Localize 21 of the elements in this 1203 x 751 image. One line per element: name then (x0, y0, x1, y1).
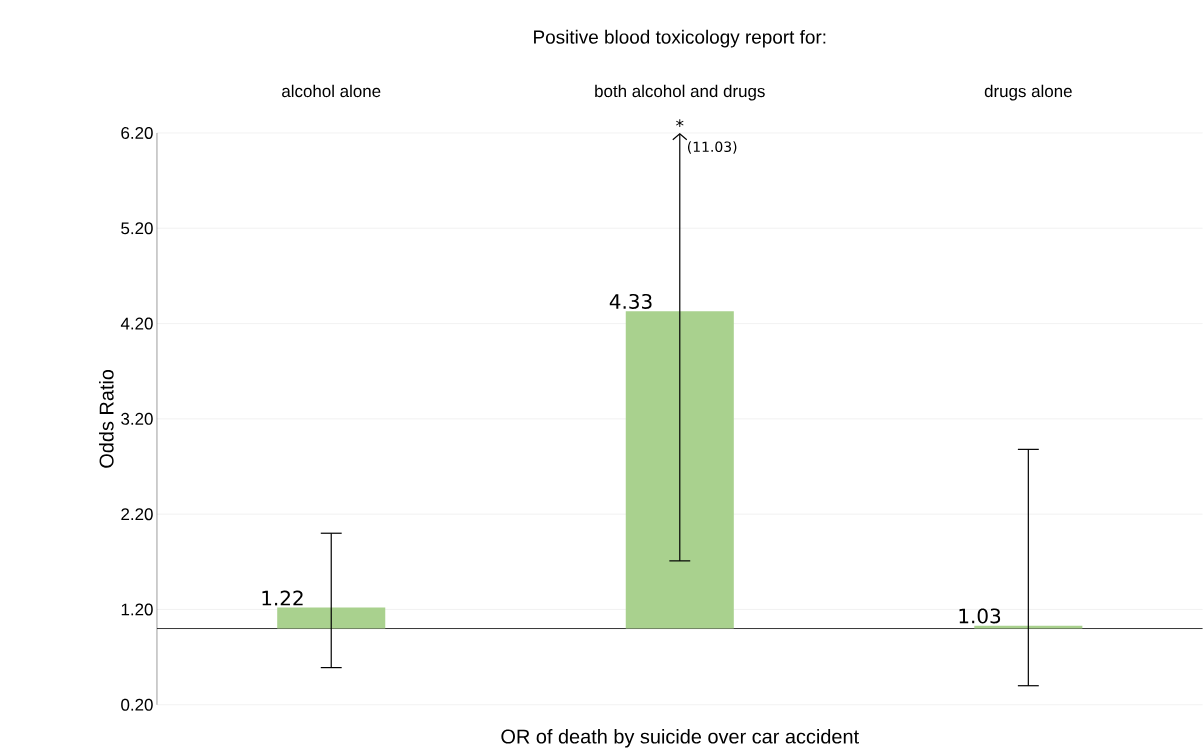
chart-title: Positive blood toxicology report for: (534, 29, 826, 48)
y-tick-label: 5.20 (121, 222, 153, 235)
bar (625, 311, 734, 629)
y-tick-label: 0.20 (121, 698, 153, 711)
y-tick-label: 4.20 (120, 317, 153, 330)
data-label: 1.22 (262, 590, 303, 606)
y-axis-title: Odds Ratio (99, 370, 114, 468)
y-tick-label: 6.20 (121, 127, 153, 140)
x-tick-label: both alcohol and drugs (595, 84, 765, 101)
text: * (676, 119, 684, 128)
x-tick-label: alcohol alone (282, 84, 381, 98)
x-tick-label: drugs alone (984, 84, 1072, 101)
x-axis-title: OR of death by suicide over car accident (501, 729, 859, 748)
y-tick-label: 3.20 (121, 412, 153, 425)
annotation: (11.03) (687, 141, 737, 154)
y-tick-label: 2.20 (121, 508, 153, 521)
y-tick-label: 1.20 (121, 603, 153, 616)
data-label: 4.33 (609, 294, 652, 310)
bar (974, 625, 1083, 629)
bar (277, 607, 386, 629)
data-label: 1.03 (959, 608, 1001, 624)
